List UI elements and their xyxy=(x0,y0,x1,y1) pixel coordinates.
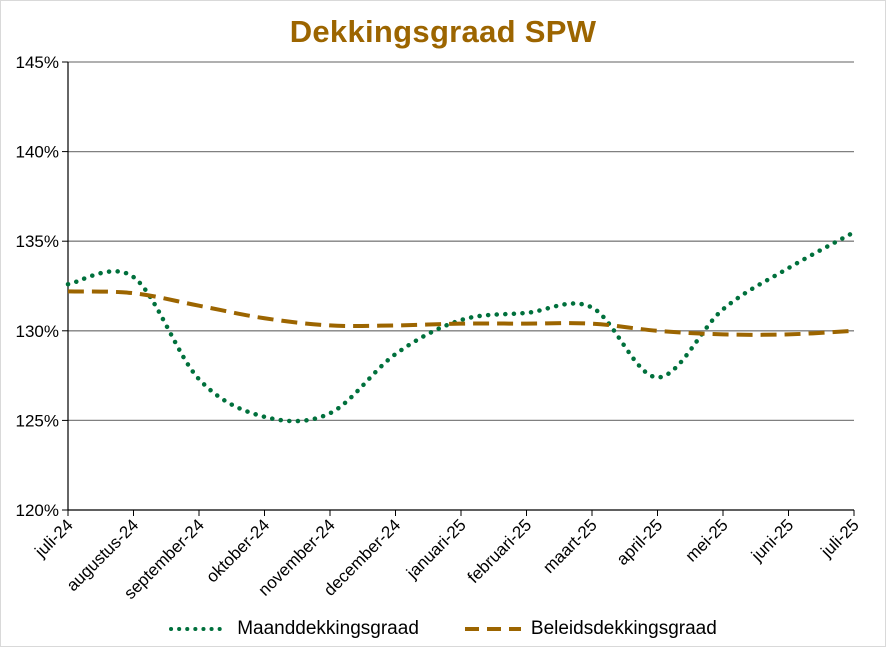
x-tick-label: juli-25 xyxy=(817,515,863,561)
series-maanddekkingsgraad xyxy=(65,229,857,424)
x-tick-label: oktober-24 xyxy=(202,515,273,586)
x-tick-label: januari-25 xyxy=(402,515,470,583)
axes xyxy=(62,61,855,516)
x-tick-labels: juli-24augustus-24september-24oktober-24… xyxy=(31,515,863,603)
y-tick-label: 130% xyxy=(16,322,59,341)
x-tick-label: februari-25 xyxy=(464,515,536,587)
x-tick-label: juli-24 xyxy=(31,515,77,561)
x-tick-label: juni-25 xyxy=(747,515,797,565)
x-tick-label: april-25 xyxy=(613,515,667,569)
chart-title: Dekkingsgraad SPW xyxy=(289,14,597,49)
series-beleidsdekkingsgraad xyxy=(67,289,855,337)
y-tick-label: 125% xyxy=(16,411,59,430)
dashed-line-swatch xyxy=(464,627,521,631)
legend-label: Beleidsdekkingsgraad xyxy=(530,618,717,639)
y-tick-label: 135% xyxy=(16,232,59,251)
y-tick-label: 145% xyxy=(16,53,59,72)
series-lines xyxy=(65,229,857,424)
legend-item-maanddekkingsgraad: Maanddekkingsgraad xyxy=(169,618,419,640)
dotted-line-swatch xyxy=(169,627,230,631)
gridlines xyxy=(68,61,854,422)
y-tick-label: 120% xyxy=(16,501,59,520)
y-tick-labels: 120% 125% 130% 135% 140% 145% xyxy=(16,53,59,520)
legend-label: Maanddekkingsgraad xyxy=(237,618,419,639)
legend: Maanddekkingsgraad Beleidsdekkingsgraad xyxy=(0,618,886,640)
legend-item-beleidsdekkingsgraad: Beleidsdekkingsgraad xyxy=(463,618,717,640)
x-tick-label: mei-25 xyxy=(682,515,732,565)
y-tick-label: 140% xyxy=(16,143,59,162)
x-tick-label: maart-25 xyxy=(539,515,601,577)
